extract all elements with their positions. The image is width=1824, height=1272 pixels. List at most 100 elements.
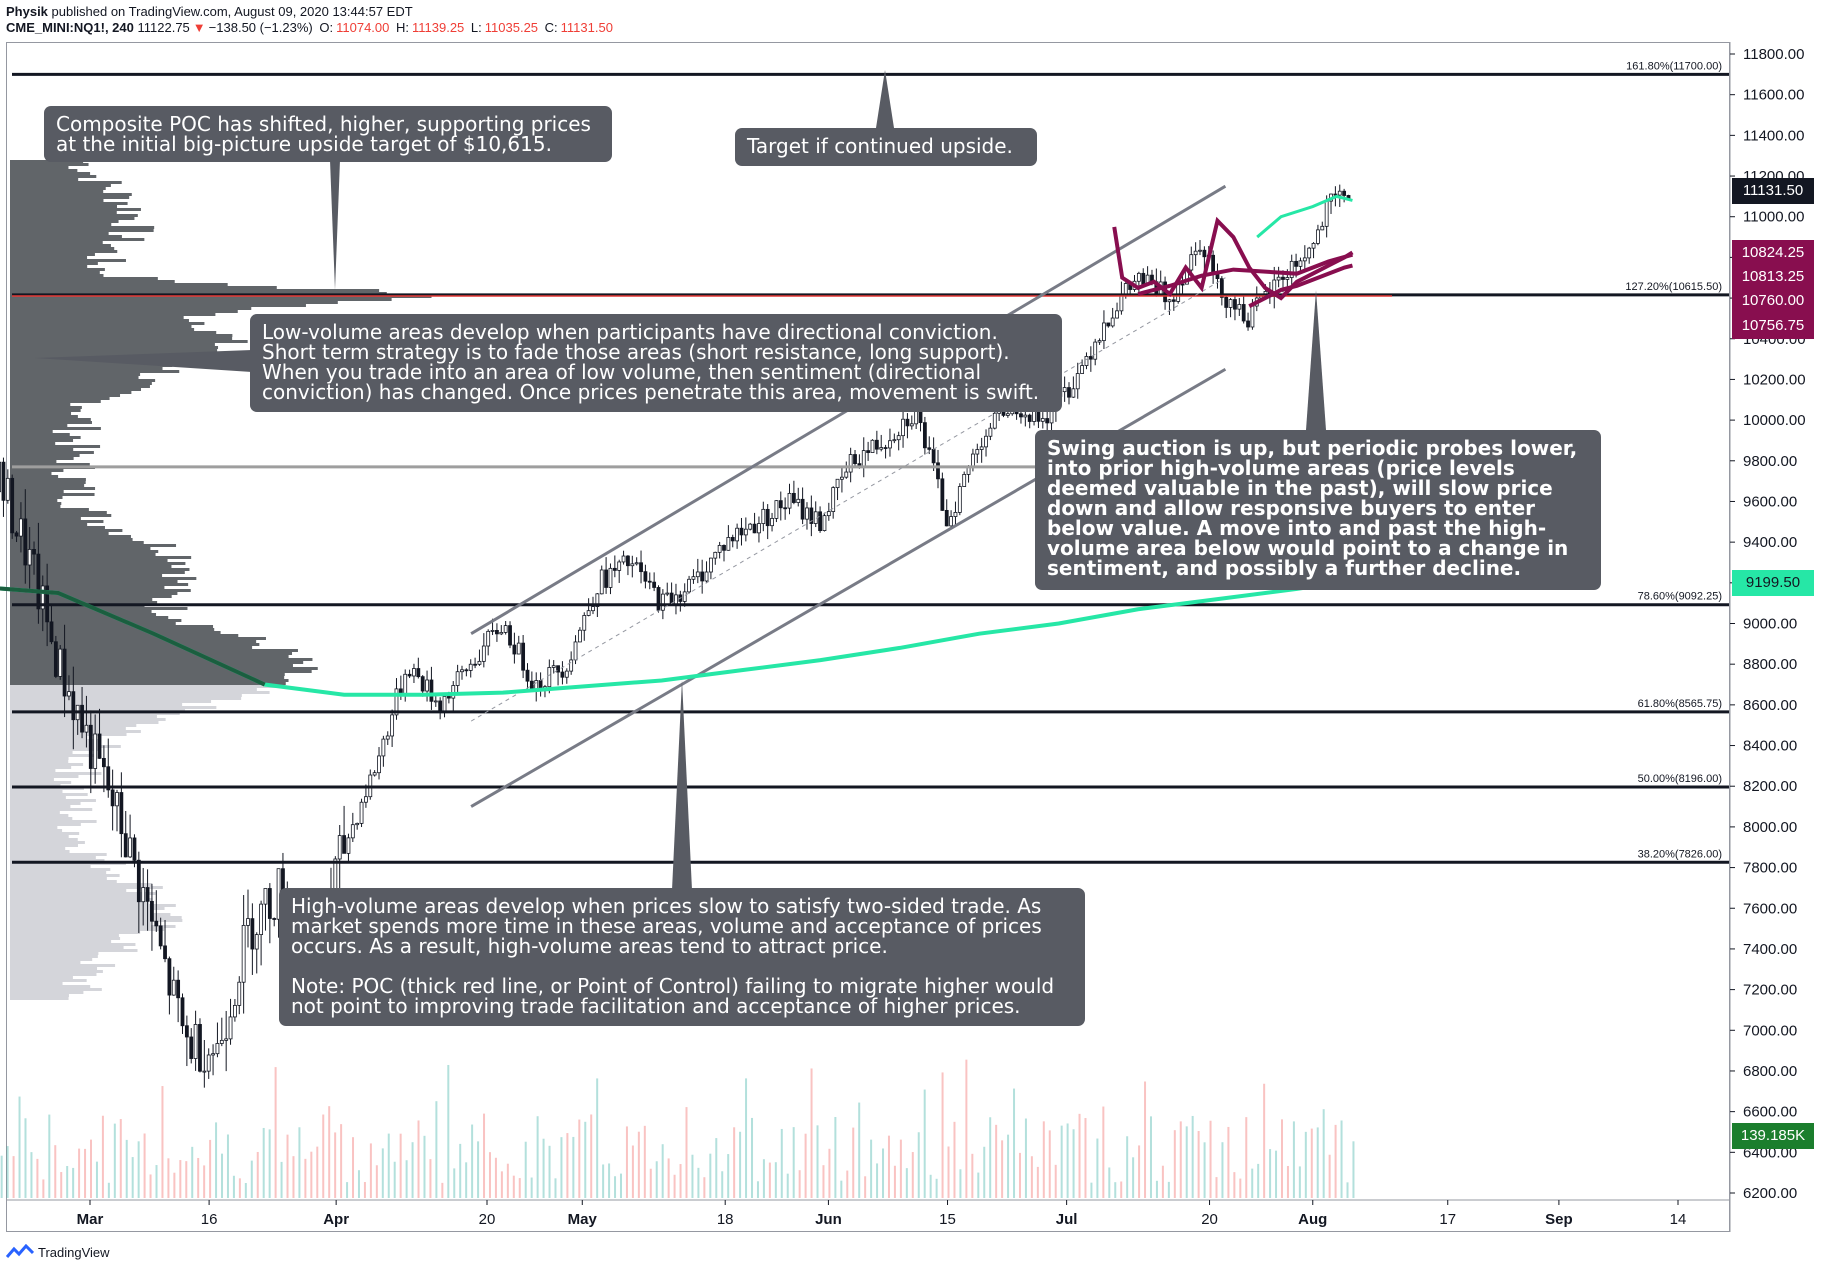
price-tick-label: 7200.00 [1743, 982, 1797, 999]
volume-bar [1054, 1164, 1057, 1198]
volume-profile-bar [10, 598, 153, 601]
price-tick-label: 11600.00 [1743, 87, 1804, 104]
high-label: H: [396, 20, 409, 35]
candle-body [665, 592, 670, 595]
volume-bar [905, 1168, 908, 1198]
candle-body [717, 544, 722, 553]
candle-body [1019, 413, 1023, 418]
candle-body [93, 733, 98, 769]
volume-profile-bar [10, 196, 130, 199]
volume-bar [995, 1124, 998, 1198]
volume-bar [899, 1139, 902, 1198]
candle-body [1023, 414, 1028, 418]
volume-bar [197, 1157, 200, 1198]
candle-body [154, 920, 159, 927]
volume-bar [18, 1096, 21, 1198]
time-tick-label: 16 [201, 1211, 218, 1228]
volume-bar [250, 1160, 253, 1198]
candle-body [735, 527, 740, 542]
volume-bar [649, 1168, 652, 1198]
volume-profile-bar [10, 916, 182, 919]
volume-bar [459, 1143, 462, 1198]
candle-body [215, 1043, 220, 1055]
candle-body [674, 594, 678, 605]
volume-bar [530, 1177, 533, 1198]
candle-body [761, 508, 766, 524]
volume-profile-bar [10, 553, 156, 556]
candle-body [1219, 278, 1224, 298]
volume-profile-bar [10, 571, 185, 574]
candle-body [643, 571, 648, 582]
author-name[interactable]: Physik [6, 4, 48, 19]
volume-profile-bar [10, 337, 233, 340]
volume-profile-bar [10, 364, 173, 367]
price-tick-label: 8400.00 [1743, 738, 1797, 755]
volume-bar [667, 1158, 670, 1198]
volume-bar [983, 1146, 986, 1198]
volume-bar [268, 1129, 271, 1198]
price-tick-label: 10000.00 [1743, 412, 1806, 429]
candle-body [442, 696, 447, 713]
volume-profile-bar [10, 568, 190, 571]
volume-profile-bar [10, 349, 218, 352]
candle-body [49, 621, 54, 643]
candle-body [709, 557, 713, 573]
callout-target-pointer [876, 70, 894, 128]
volume-bar [244, 1182, 247, 1198]
time-tick-label: 20 [1201, 1211, 1218, 1228]
volume-bar [876, 1163, 879, 1198]
volume-profile-bar [10, 898, 153, 901]
candle-body [883, 447, 888, 449]
volume-profile-bar [10, 454, 80, 457]
volume-bar [733, 1127, 736, 1198]
volume-bar [280, 1161, 283, 1198]
footer-brand[interactable]: TradingView [6, 1244, 110, 1260]
volume-bar [852, 1127, 855, 1198]
volume-profile-bar [10, 313, 216, 316]
candle-body [36, 553, 41, 610]
volume-bar [858, 1102, 861, 1198]
candle-body [621, 555, 626, 563]
volume-bar [191, 1146, 194, 1198]
volume-profile-bar [10, 397, 110, 400]
candle-body [206, 1054, 211, 1072]
candle-body [145, 887, 150, 902]
price-tick-label: 7800.00 [1743, 860, 1797, 877]
volume-bar [405, 1160, 408, 1198]
symbol-label[interactable]: CME_MINI:NQ1!, 240 [6, 20, 134, 35]
volume-profile-bar [10, 877, 107, 880]
candle-body [136, 859, 141, 903]
volume-profile-bar [10, 778, 54, 781]
volume-profile-bar [10, 487, 96, 490]
candle-body [14, 532, 19, 537]
volume-profile-bar [10, 256, 88, 259]
volume-profile-bar [10, 415, 78, 418]
volume-profile-bar [10, 721, 159, 724]
candle-body [957, 486, 962, 513]
candle-body [626, 555, 630, 567]
volume-bar [488, 1152, 491, 1198]
candle-body [5, 477, 10, 501]
candle-body [1045, 418, 1050, 424]
volume-bar [1066, 1123, 1069, 1198]
callout-poc-pointer [330, 160, 340, 290]
volume-bar [768, 1162, 771, 1198]
volume-profile-bar [10, 832, 80, 835]
candle-body [1189, 254, 1194, 271]
volume-bar [78, 1148, 81, 1198]
candle-body [888, 440, 892, 449]
volume-bar [95, 1161, 98, 1198]
candle-body [1167, 299, 1172, 303]
candle-body [940, 478, 945, 511]
time-tick-label: Mar [77, 1211, 104, 1228]
volume-bar [584, 1121, 587, 1198]
volume-profile-bar [10, 184, 111, 187]
volume-bar [101, 1115, 104, 1198]
volume-bar [447, 1064, 450, 1198]
candle-body [425, 679, 429, 692]
volume-profile-bar [10, 244, 111, 247]
volume-profile-bar [10, 562, 186, 565]
volume-profile-bar [10, 817, 73, 820]
candle-body [455, 671, 460, 686]
